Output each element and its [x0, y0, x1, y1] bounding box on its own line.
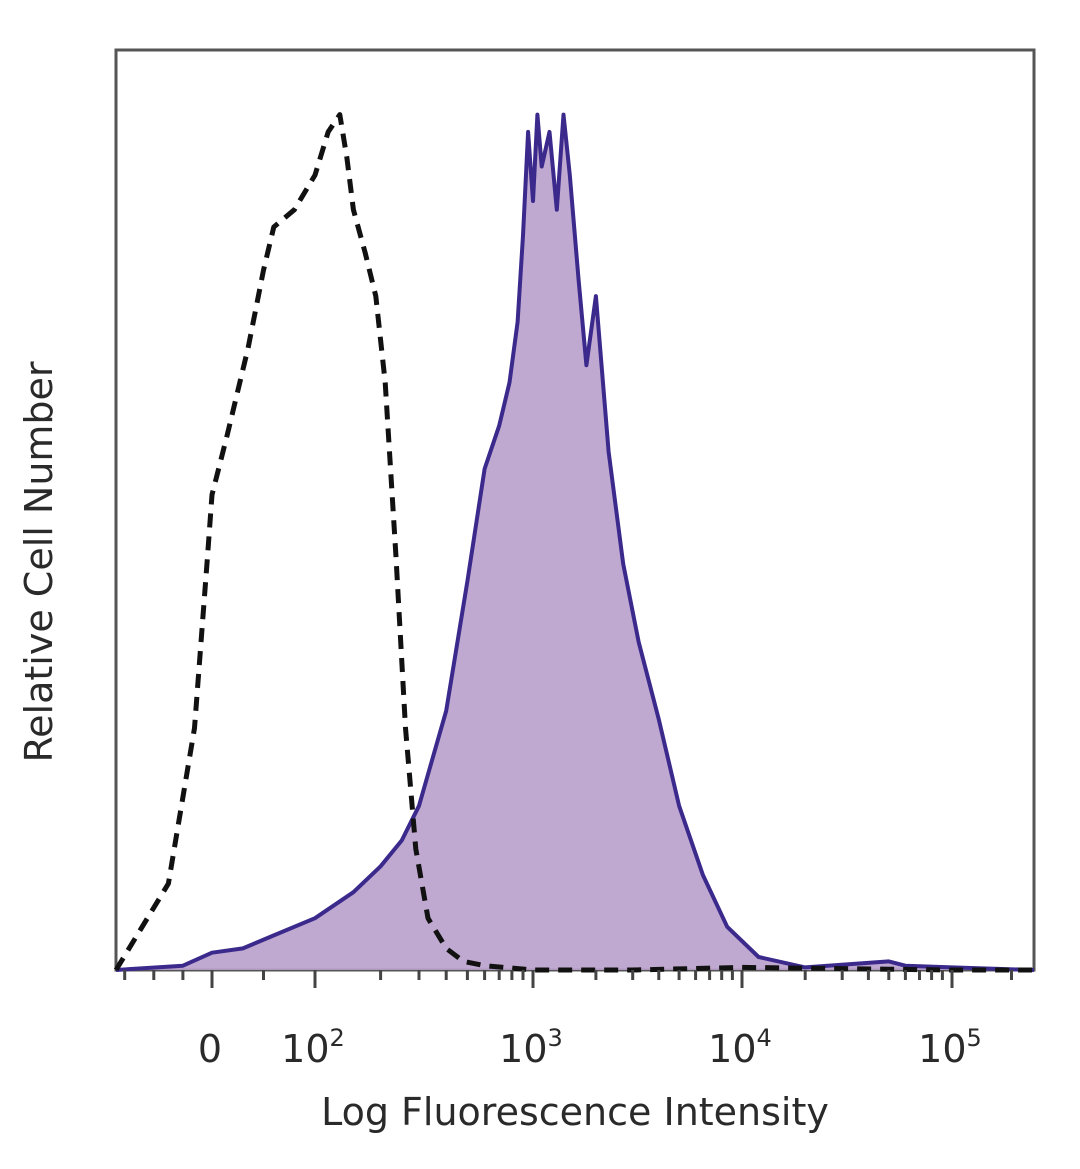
x-axis-title: Log Fluorescence Intensity [321, 1090, 829, 1134]
x-tick-label: 102 [281, 1024, 345, 1071]
x-tick-label: 105 [918, 1024, 982, 1071]
x-tick-label: 103 [499, 1024, 563, 1071]
series-layer [113, 112, 1035, 973]
stained-histogram-line [115, 112, 1035, 972]
x-tick-label: 0 [198, 1027, 222, 1071]
y-axis-title: Relative Cell Number [17, 361, 61, 762]
x-axis-ticks [123, 970, 1013, 988]
x-axis-tick-labels: 0 102 103 104 105 [198, 1024, 982, 1071]
stained-histogram-fill [116, 114, 1034, 971]
x-tick-label: 104 [708, 1024, 772, 1071]
control-histogram-line [113, 112, 1034, 973]
